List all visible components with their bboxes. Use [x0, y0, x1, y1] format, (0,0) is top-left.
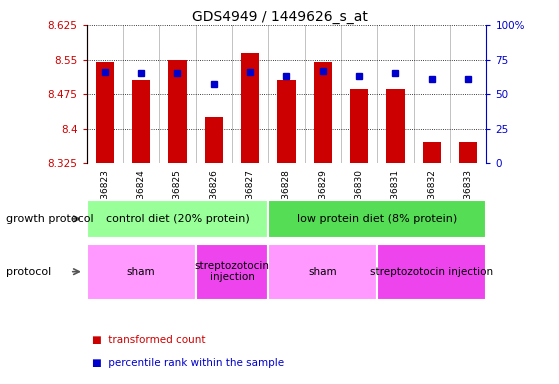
Bar	[377, 244, 486, 300]
Bar	[87, 244, 196, 300]
Bar	[268, 244, 377, 300]
Text: sham: sham	[127, 266, 155, 277]
Bar	[241, 53, 259, 163]
Text: sham: sham	[309, 266, 337, 277]
Bar	[205, 117, 223, 163]
Text: control diet (20% protein): control diet (20% protein)	[106, 214, 249, 224]
Bar	[459, 142, 477, 163]
Bar	[386, 89, 405, 163]
Text: low protein diet (8% protein): low protein diet (8% protein)	[297, 214, 457, 224]
Bar	[268, 200, 486, 238]
Bar	[196, 244, 268, 300]
Bar	[87, 200, 268, 238]
Text: protocol: protocol	[6, 266, 51, 277]
Text: GDS4949 / 1449626_s_at: GDS4949 / 1449626_s_at	[192, 10, 367, 23]
Bar	[96, 62, 114, 163]
Bar	[277, 80, 296, 163]
Bar	[350, 89, 368, 163]
Text: streptozotocin injection: streptozotocin injection	[370, 266, 494, 277]
Bar	[423, 142, 441, 163]
Text: streptozotocin
injection: streptozotocin injection	[195, 261, 269, 283]
Bar	[168, 60, 187, 163]
Bar	[314, 62, 332, 163]
Text: ■  percentile rank within the sample: ■ percentile rank within the sample	[92, 358, 285, 368]
Text: growth protocol: growth protocol	[6, 214, 93, 224]
Text: ■  transformed count: ■ transformed count	[92, 335, 206, 345]
Bar	[132, 80, 150, 163]
